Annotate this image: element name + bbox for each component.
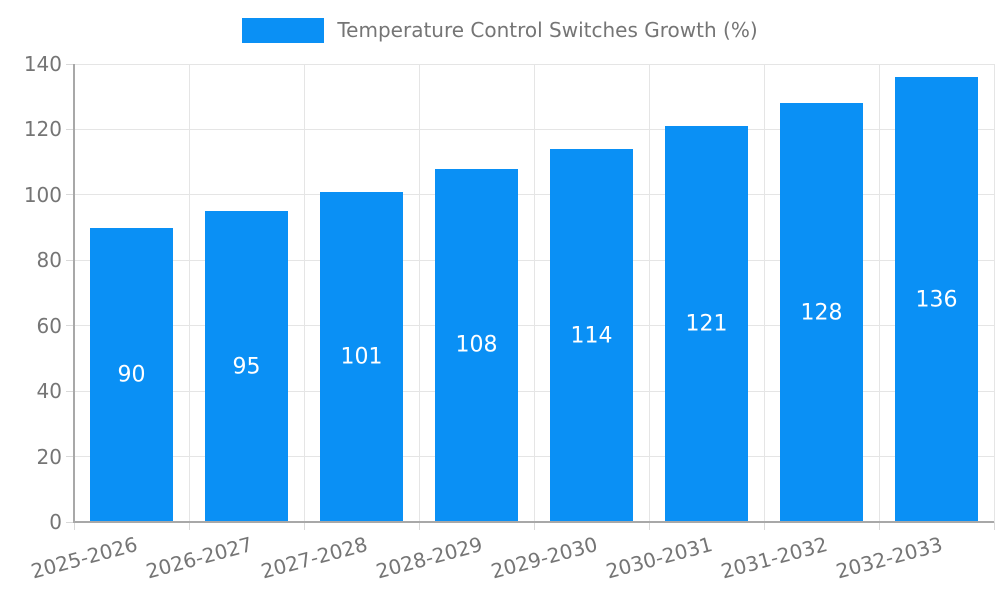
y-tick-label: 80 (36, 248, 62, 273)
x-gridline (763, 64, 765, 522)
bar-2025-2026[interactable]: 90 (90, 227, 173, 522)
bar-value-label: 101 (340, 344, 383, 370)
x-gridline (188, 64, 190, 522)
bar-2030-2031[interactable]: 121 (665, 126, 748, 522)
bar-value-label: 121 (685, 311, 728, 337)
x-tick (648, 522, 650, 530)
bar-value-label: 128 (800, 300, 843, 326)
x-gridline (303, 64, 305, 522)
x-tick (763, 522, 765, 530)
x-tick (188, 522, 190, 530)
x-gridline (878, 64, 880, 522)
x-tick (993, 522, 995, 530)
x-tick (533, 522, 535, 530)
bar-2028-2029[interactable]: 108 (435, 168, 518, 522)
y-tick (66, 456, 74, 458)
bar-value-label: 114 (570, 323, 613, 349)
legend[interactable]: Temperature Control Switches Growth (%) (0, 17, 1000, 43)
x-tick (878, 522, 880, 530)
legend-swatch (242, 17, 325, 43)
x-gridline (648, 64, 650, 522)
y-tick-label: 120 (23, 117, 62, 142)
bar-value-label: 136 (915, 287, 958, 313)
y-tick-label: 140 (23, 52, 62, 76)
y-tick-label: 60 (36, 313, 62, 338)
x-gridline (418, 64, 420, 522)
y-tick (66, 259, 74, 261)
bar-2032-2033[interactable]: 136 (895, 77, 978, 522)
y-tick (66, 325, 74, 327)
legend-label: Temperature Control Switches Growth (%) (337, 18, 758, 42)
x-axis-line (74, 521, 994, 523)
y-tick-label: 20 (36, 444, 62, 469)
y-tick-label: 40 (36, 379, 62, 404)
y-tick (66, 128, 74, 130)
y-tick-label: 100 (23, 182, 62, 207)
x-tick (73, 522, 75, 530)
bar-2031-2032[interactable]: 128 (780, 103, 863, 522)
y-tick (66, 390, 74, 392)
x-tick (303, 522, 305, 530)
y-tick (66, 63, 74, 65)
x-gridline (993, 64, 995, 522)
bar-2026-2027[interactable]: 95 (205, 211, 288, 522)
bar-value-label: 108 (455, 332, 498, 358)
y-tick (66, 521, 74, 523)
y-tick-label: 0 (49, 510, 62, 534)
y-tick (66, 194, 74, 196)
bar-2027-2028[interactable]: 101 (320, 191, 403, 522)
bar-value-label: 90 (117, 362, 146, 388)
x-gridline (533, 64, 535, 522)
y-axis-line (73, 64, 75, 523)
x-tick (418, 522, 420, 530)
bar-value-label: 95 (232, 354, 261, 380)
bar-2029-2030[interactable]: 114 (550, 149, 633, 522)
